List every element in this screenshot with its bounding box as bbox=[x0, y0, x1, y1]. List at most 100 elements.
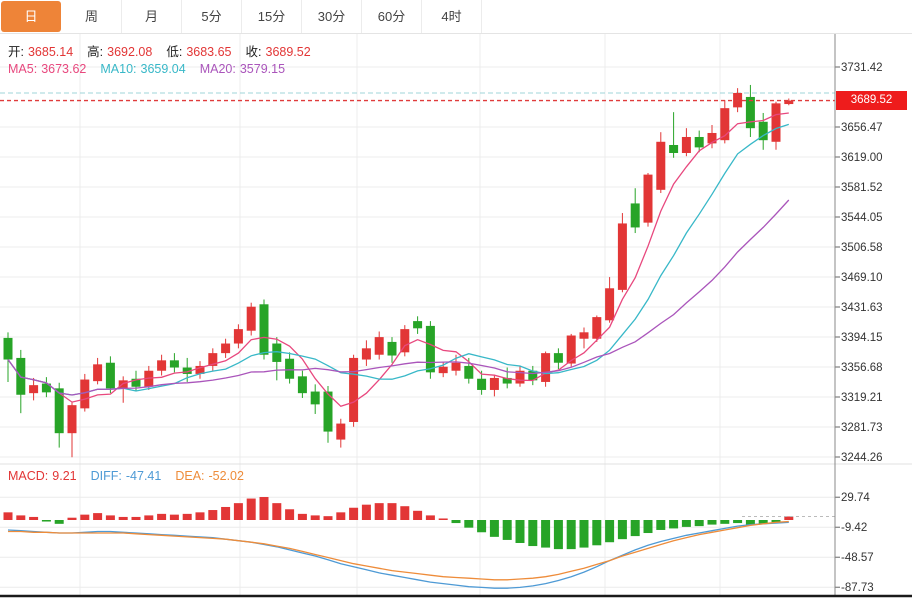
macd-bar[interactable] bbox=[144, 515, 154, 520]
macd-bar[interactable] bbox=[157, 513, 167, 520]
macd-bar[interactable] bbox=[67, 517, 77, 520]
macd-bar[interactable] bbox=[41, 520, 51, 522]
tab-15min[interactable]: 15分 bbox=[242, 0, 302, 33]
macd-bar[interactable] bbox=[630, 520, 640, 537]
macd-bar[interactable] bbox=[400, 506, 410, 520]
candle[interactable] bbox=[656, 132, 666, 194]
macd-bar[interactable] bbox=[195, 512, 205, 520]
macd-bar[interactable] bbox=[425, 515, 435, 520]
candle[interactable] bbox=[617, 213, 627, 293]
candle[interactable] bbox=[297, 370, 307, 398]
tab-5min[interactable]: 5分 bbox=[182, 0, 242, 33]
macd-bar[interactable] bbox=[208, 510, 218, 520]
macd-bar[interactable] bbox=[413, 510, 423, 520]
candle[interactable] bbox=[630, 188, 640, 234]
macd-bar[interactable] bbox=[758, 520, 768, 524]
candle[interactable] bbox=[157, 354, 167, 376]
candle[interactable] bbox=[259, 299, 269, 360]
candle[interactable] bbox=[579, 327, 589, 349]
candle[interactable] bbox=[195, 361, 205, 379]
candle[interactable] bbox=[16, 349, 26, 414]
macd-bar[interactable] bbox=[93, 513, 103, 520]
macd-bar[interactable] bbox=[438, 518, 448, 520]
candle[interactable] bbox=[566, 333, 576, 367]
macd-bar[interactable] bbox=[323, 516, 333, 520]
macd-bar[interactable] bbox=[605, 520, 615, 543]
candle[interactable] bbox=[413, 316, 423, 334]
candle[interactable] bbox=[361, 340, 371, 366]
macd-bar[interactable] bbox=[579, 520, 589, 548]
candle[interactable] bbox=[310, 384, 320, 414]
candle[interactable] bbox=[221, 338, 231, 358]
macd-bar[interactable] bbox=[118, 516, 128, 520]
macd-bar[interactable] bbox=[105, 515, 115, 520]
tab-week[interactable]: 周 bbox=[62, 0, 122, 33]
candle[interactable] bbox=[784, 98, 794, 106]
macd-bar[interactable] bbox=[553, 520, 563, 550]
candle[interactable] bbox=[93, 357, 103, 385]
macd-bar[interactable] bbox=[182, 513, 192, 520]
macd-bar[interactable] bbox=[502, 520, 512, 540]
candle[interactable] bbox=[489, 374, 499, 397]
macd-bar[interactable] bbox=[16, 515, 26, 520]
macd-bar[interactable] bbox=[771, 520, 781, 523]
macd-bar[interactable] bbox=[566, 520, 576, 550]
macd-bar[interactable] bbox=[29, 516, 39, 520]
macd-bar[interactable] bbox=[297, 513, 307, 520]
candle[interactable] bbox=[285, 352, 295, 384]
macd-bar[interactable] bbox=[515, 520, 525, 543]
macd-bar[interactable] bbox=[477, 520, 487, 533]
candle[interactable] bbox=[233, 324, 243, 349]
macd-bar[interactable] bbox=[720, 520, 730, 524]
macd-bar[interactable] bbox=[272, 503, 282, 520]
macd-bar[interactable] bbox=[131, 516, 141, 520]
macd-bar[interactable] bbox=[681, 520, 691, 527]
candle[interactable] bbox=[528, 365, 538, 386]
macd-pane[interactable] bbox=[3, 497, 836, 589]
macd-bar[interactable] bbox=[694, 520, 704, 527]
macd-bar[interactable] bbox=[310, 515, 320, 520]
macd-bar[interactable] bbox=[285, 509, 295, 520]
candle[interactable] bbox=[515, 365, 525, 387]
macd-bar[interactable] bbox=[246, 498, 256, 520]
candle[interactable] bbox=[387, 337, 397, 363]
macd-bar[interactable] bbox=[669, 520, 679, 529]
candle[interactable] bbox=[105, 356, 115, 394]
candle[interactable] bbox=[425, 321, 435, 379]
macd-bar[interactable] bbox=[592, 520, 602, 546]
candle[interactable] bbox=[771, 101, 781, 150]
macd-bar[interactable] bbox=[733, 520, 743, 524]
candle[interactable] bbox=[605, 277, 615, 323]
candle[interactable] bbox=[29, 377, 39, 401]
tab-30min[interactable]: 30分 bbox=[302, 0, 362, 33]
macd-bar[interactable] bbox=[451, 520, 461, 524]
candle[interactable] bbox=[707, 124, 717, 149]
macd-bar[interactable] bbox=[528, 520, 538, 547]
candle[interactable] bbox=[3, 332, 13, 382]
macd-bar[interactable] bbox=[707, 520, 717, 525]
candle[interactable] bbox=[208, 348, 218, 371]
macd-bar[interactable] bbox=[745, 520, 755, 525]
candle[interactable] bbox=[745, 84, 755, 137]
macd-bar[interactable] bbox=[336, 512, 346, 520]
macd-bar[interactable] bbox=[3, 512, 13, 520]
macd-bar[interactable] bbox=[784, 516, 794, 520]
macd-bar[interactable] bbox=[374, 503, 384, 520]
macd-bar[interactable] bbox=[361, 504, 371, 520]
macd-bar[interactable] bbox=[259, 497, 269, 520]
macd-bar[interactable] bbox=[233, 503, 243, 520]
candle[interactable] bbox=[41, 377, 51, 398]
macd-bar[interactable] bbox=[489, 520, 499, 537]
candle[interactable] bbox=[758, 112, 768, 150]
candle[interactable] bbox=[541, 351, 551, 387]
macd-bar[interactable] bbox=[169, 514, 179, 520]
candle[interactable] bbox=[694, 130, 704, 153]
candle[interactable] bbox=[400, 325, 410, 357]
candle[interactable] bbox=[323, 385, 333, 443]
macd-bar[interactable] bbox=[80, 514, 90, 520]
candle[interactable] bbox=[553, 348, 563, 370]
candle[interactable] bbox=[374, 331, 384, 360]
candle[interactable] bbox=[669, 112, 679, 158]
candle[interactable] bbox=[336, 418, 346, 448]
candle[interactable] bbox=[272, 337, 282, 381]
